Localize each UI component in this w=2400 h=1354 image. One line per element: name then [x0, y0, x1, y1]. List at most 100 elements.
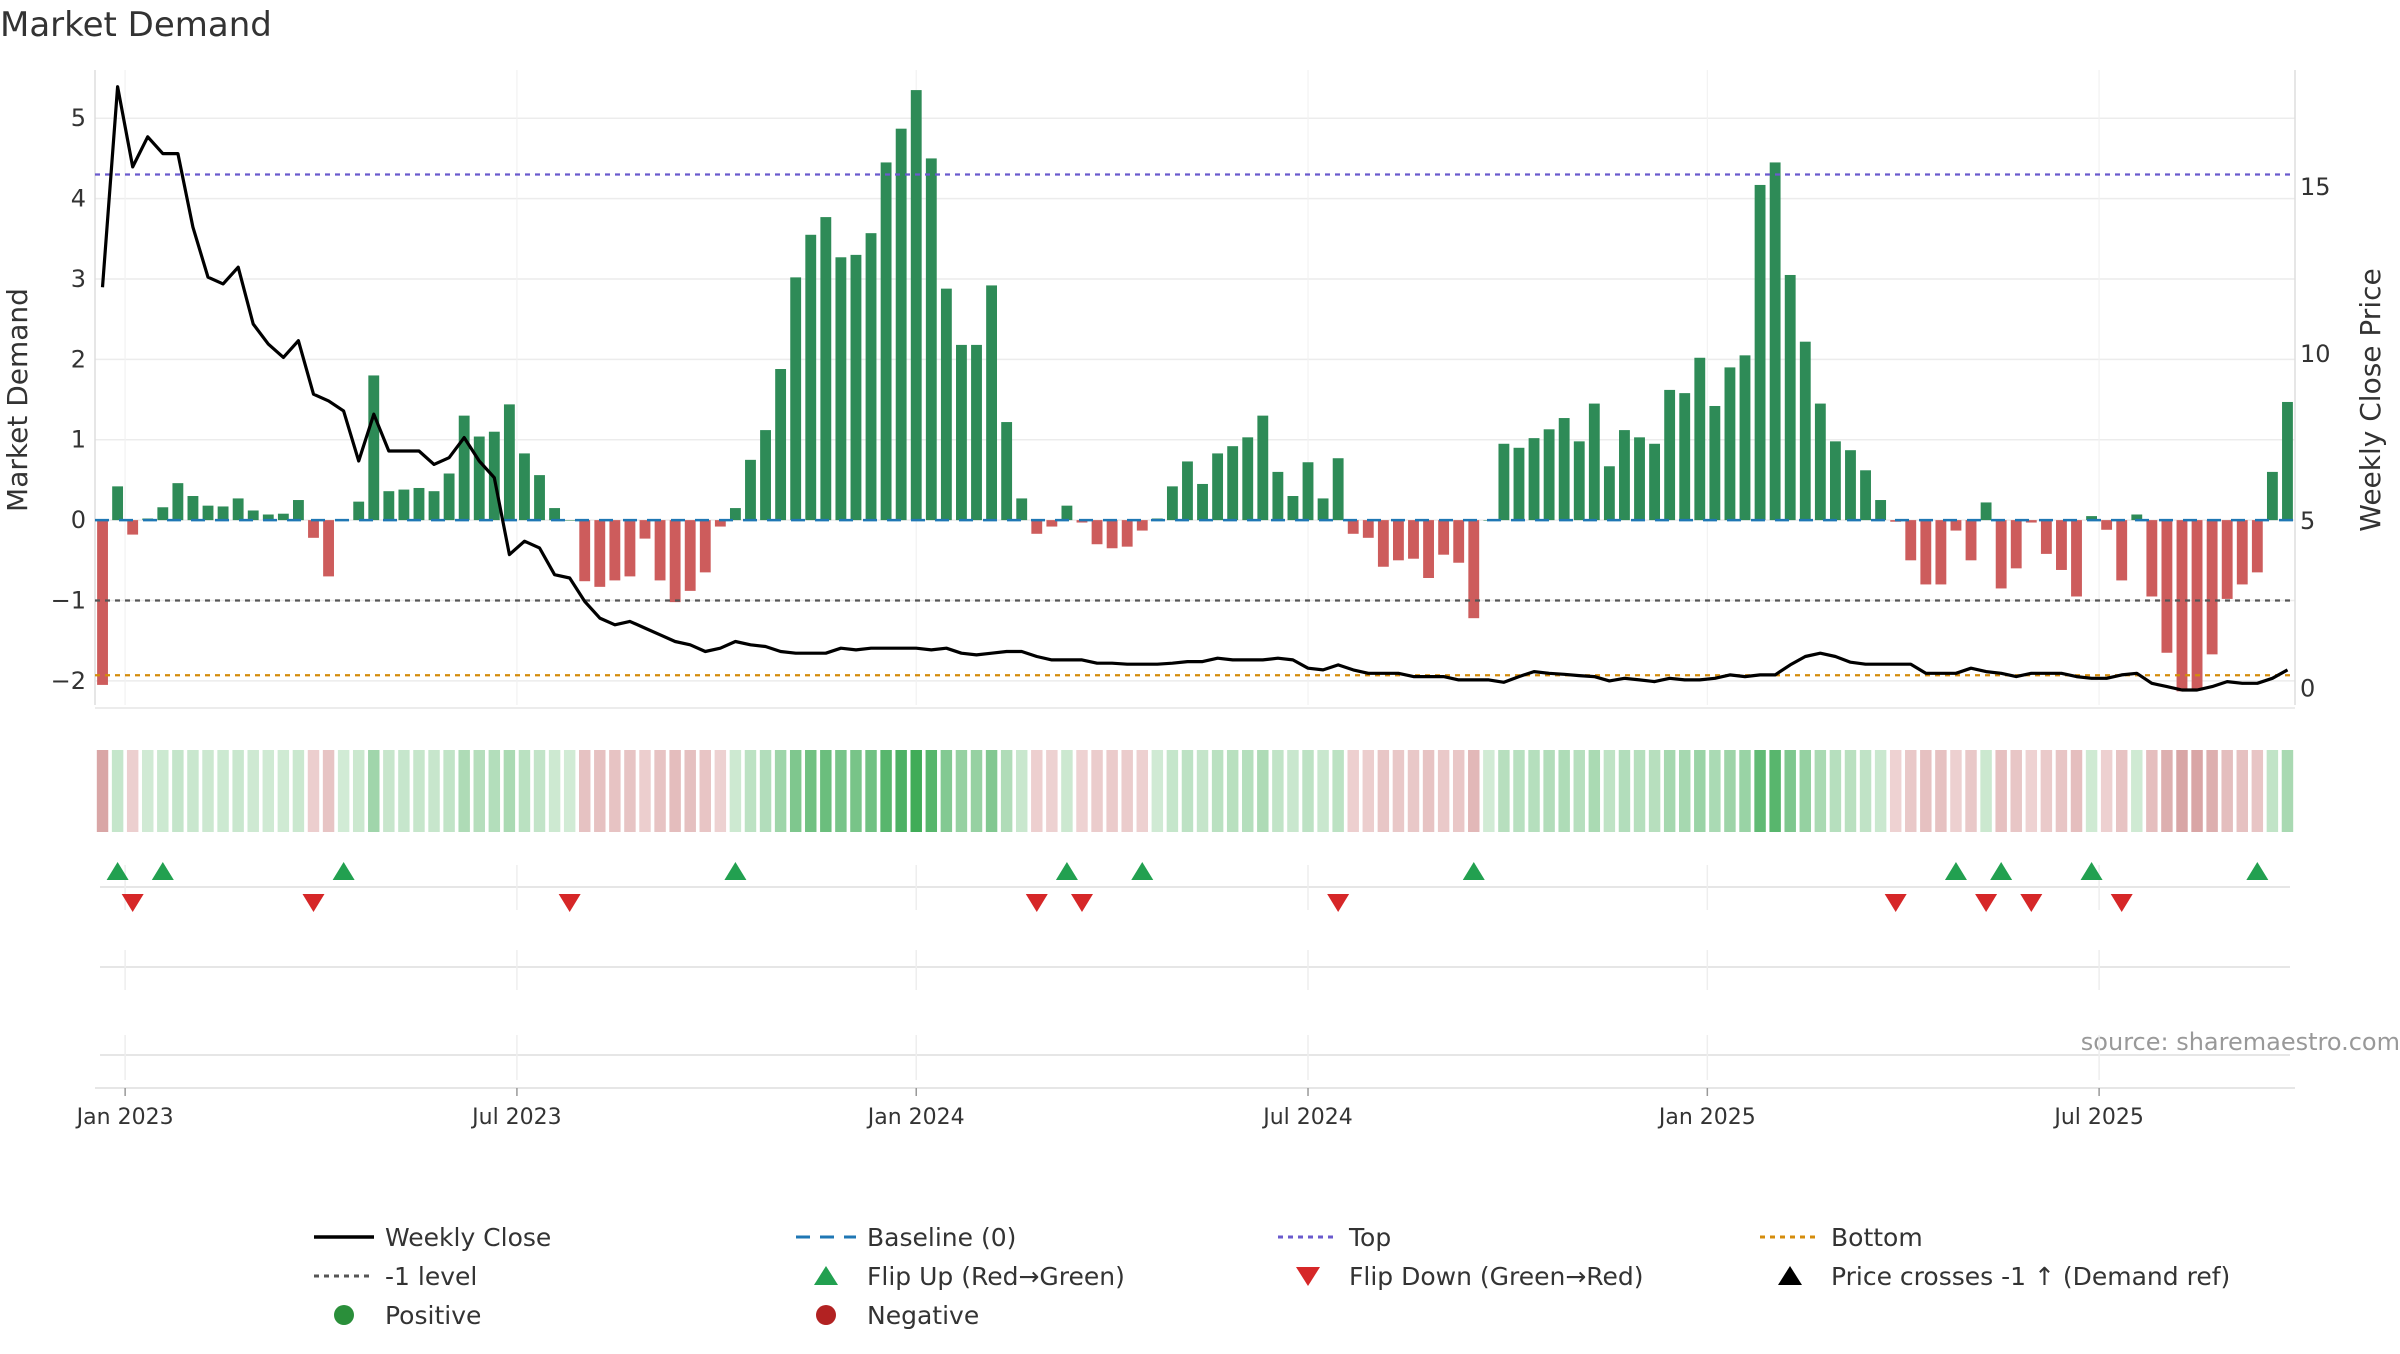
x-tick-label: Jul 2023 — [470, 1105, 562, 1130]
demand-bar — [1182, 461, 1193, 521]
demand-bar — [1935, 520, 1947, 585]
demand-bar — [1619, 430, 1630, 521]
demand-bar — [232, 498, 244, 521]
x-tick-label: Jan 2025 — [1657, 1105, 1756, 1130]
heat-cell — [774, 750, 787, 832]
heat-cell — [910, 750, 922, 832]
heat-cell — [1543, 750, 1555, 832]
demand-bar — [1332, 458, 1344, 521]
heat-cell — [669, 750, 681, 832]
heat-cell — [96, 750, 109, 832]
demand-bar — [127, 520, 139, 535]
heat-cell — [1513, 750, 1525, 832]
heat-cell — [579, 750, 591, 832]
demand-bar — [1603, 466, 1615, 521]
demand-bar — [2056, 520, 2067, 570]
x-tick-label: Jan 2023 — [75, 1105, 174, 1130]
heat-cell — [1106, 750, 1118, 832]
heat-cell — [1392, 750, 1405, 832]
heat-cell — [1196, 750, 1209, 832]
x-tick-label: Jul 2024 — [1261, 1105, 1353, 1130]
legend-label: Weekly Close — [385, 1223, 551, 1252]
demand-bar — [729, 508, 741, 521]
demand-bar — [1061, 505, 1073, 521]
heat-cell — [383, 750, 395, 832]
x-tick-label: Jul 2025 — [2052, 1105, 2144, 1130]
demand-bar — [1965, 520, 1977, 561]
demand-bar — [1709, 405, 1721, 521]
demand-bar — [1814, 403, 1826, 521]
demand-bar — [247, 510, 259, 521]
demand-bar — [1468, 520, 1480, 619]
demand-bar — [2071, 520, 2082, 597]
demand-bar — [745, 459, 756, 521]
demand-bar — [1091, 520, 1103, 545]
legend-swatch-triangle-up — [814, 1266, 838, 1285]
heat-cell — [322, 750, 335, 832]
y-tick-label: 4 — [71, 185, 86, 213]
heat-cell — [292, 750, 305, 832]
demand-bar — [835, 257, 847, 521]
demand-bar — [2116, 520, 2128, 581]
heat-cell — [1046, 750, 1058, 832]
heat-cell — [1061, 750, 1073, 832]
heat-cell — [1242, 750, 1254, 832]
demand-bar — [473, 436, 485, 521]
demand-bar — [1679, 393, 1691, 521]
legend-item: Bottom — [1760, 1223, 1923, 1252]
demand-bar — [1588, 403, 1600, 521]
demand-bar — [1046, 520, 1058, 527]
y-axis-label-right: Weekly Close Price — [2354, 268, 2387, 531]
heat-cell — [1573, 750, 1585, 832]
flip-down-marker — [1327, 894, 1350, 912]
heat-cell — [609, 750, 621, 832]
heat-cell — [1874, 750, 1887, 832]
flip-down-marker — [1070, 894, 1093, 912]
demand-bar — [2236, 520, 2248, 585]
demand-bar — [1197, 483, 1208, 521]
heat-cell — [1663, 750, 1676, 832]
demand-bar — [895, 128, 907, 521]
heat-cell — [925, 750, 938, 832]
heat-cell — [172, 750, 184, 832]
demand-bar — [1016, 498, 1028, 521]
legend-item: Price crosses -1 ↑ (Demand ref) — [1778, 1262, 2230, 1291]
heat-cell — [563, 750, 576, 832]
demand-bar — [1528, 438, 1540, 521]
demand-bar — [805, 234, 817, 521]
flip-up-marker — [2246, 862, 2269, 880]
heat-cell — [1679, 750, 1691, 832]
demand-bar — [2040, 520, 2052, 554]
demand-bar — [262, 514, 274, 521]
flip-up-marker — [1944, 862, 1967, 880]
demand-bar — [2025, 520, 2037, 523]
demand-bar — [1302, 462, 1314, 521]
demand-bar — [865, 233, 877, 521]
heat-cell — [1769, 750, 1781, 832]
heat-cell — [2070, 750, 2083, 832]
demand-bar — [1784, 274, 1796, 521]
heat-cell — [1739, 750, 1751, 832]
demand-bar — [579, 520, 591, 582]
heat-cell — [1076, 750, 1088, 832]
demand-bar — [1136, 520, 1148, 531]
heat-cell — [1950, 750, 1962, 832]
demand-bar — [1920, 520, 1932, 585]
demand-bar — [172, 483, 184, 521]
heat-cell — [970, 750, 983, 832]
heat-cell — [368, 750, 380, 832]
heat-cell — [1558, 750, 1570, 832]
heat-cell — [1422, 750, 1435, 832]
demand-bar — [2161, 520, 2173, 653]
legend-item: Top — [1278, 1223, 1391, 1252]
demand-bar — [1573, 441, 1585, 521]
y-right-tick-label: 10 — [2300, 340, 2331, 368]
demand-bar — [1498, 443, 1510, 521]
heat-cell — [835, 750, 847, 832]
demand-bar — [383, 491, 395, 521]
demand-bar — [428, 491, 440, 521]
legend-item: Positive — [334, 1301, 481, 1330]
heat-cell — [1226, 750, 1239, 832]
heat-cell — [473, 750, 485, 832]
